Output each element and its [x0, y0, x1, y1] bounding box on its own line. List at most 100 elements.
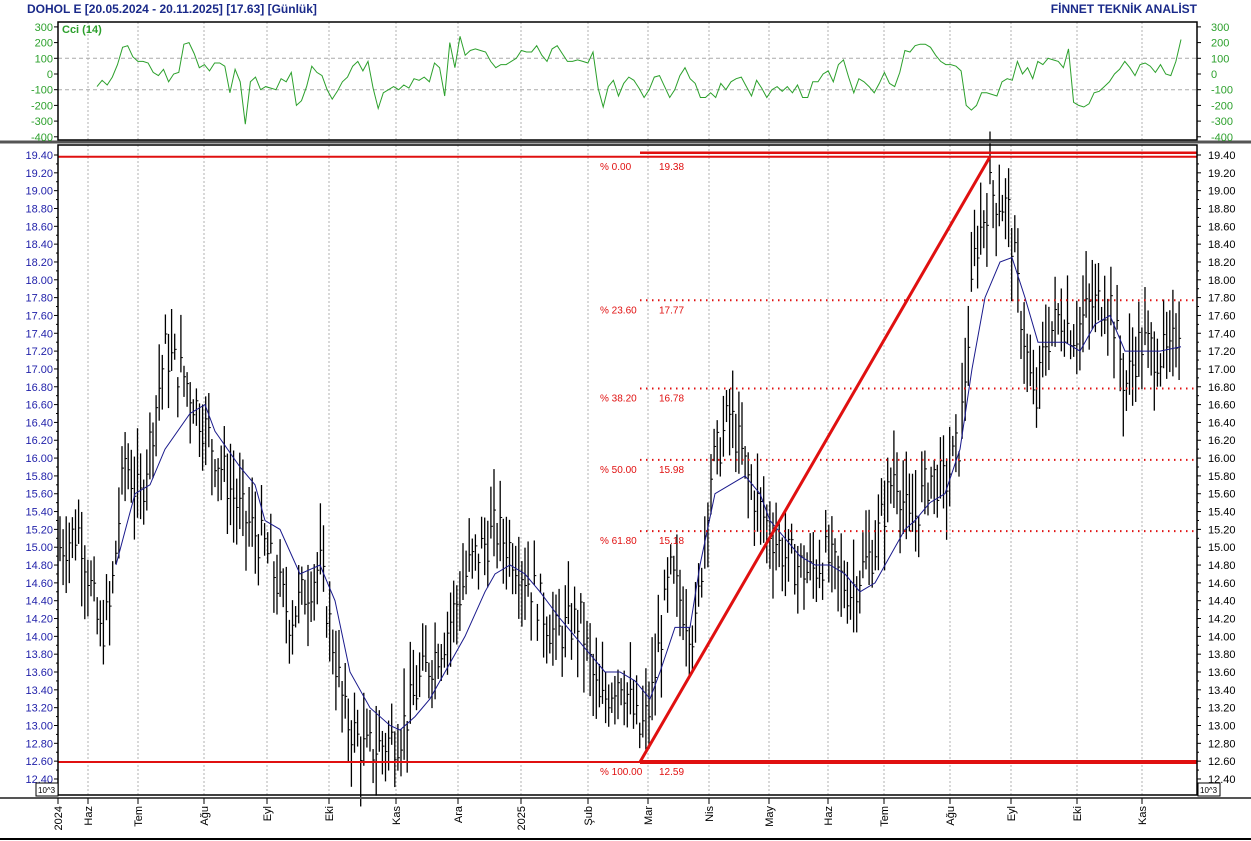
price-tick-right: 16.00 — [1208, 453, 1236, 465]
cci-tick-left: -100 — [31, 85, 53, 97]
fib-level-pct: % 0.00 — [600, 162, 632, 173]
x-axis-label: Ağu — [945, 806, 957, 826]
price-tick-left: 18.00 — [25, 275, 53, 287]
cci-tick-left: -200 — [31, 100, 53, 112]
cci-tick-right: -200 — [1211, 100, 1233, 112]
price-tick-left: 14.00 — [25, 631, 53, 643]
moving-average-line — [115, 256, 1182, 731]
x-axis-label: Ara — [453, 805, 465, 823]
price-tick-left: 15.80 — [25, 471, 53, 483]
price-tick-left: 16.00 — [25, 453, 53, 465]
price-tick-right: 14.20 — [1208, 614, 1236, 626]
price-tick-right: 15.60 — [1208, 489, 1236, 501]
cci-tick-right: -300 — [1211, 116, 1233, 128]
price-tick-right: 16.40 — [1208, 417, 1236, 429]
fibonacci-retracement: % 0.00 19.38 % 23.60 17.77 % 38.20 16.78 % 50.… — [58, 151, 1197, 778]
price-tick-left: 17.00 — [25, 364, 53, 376]
x-axis-label: Eyl — [262, 806, 274, 821]
x-axis-label: 2024 — [53, 806, 65, 830]
cci-tick-left: -300 — [31, 116, 53, 128]
price-tick-left: 14.40 — [25, 596, 53, 608]
price-tick-left: 15.00 — [25, 542, 53, 554]
price-tick-right: 19.40 — [1208, 150, 1236, 162]
price-tick-left: 13.40 — [25, 685, 53, 697]
price-tick-left: 13.80 — [25, 649, 53, 661]
grid-lines — [58, 22, 1197, 795]
axes: 2024 Haz Tem Ağu Eyl Eki Kas Ara 2025 Şub Mar Nis Ma… — [0, 21, 1251, 840]
price-tick-left: 14.80 — [25, 560, 53, 572]
x-axis-label: Eyl — [1006, 806, 1018, 821]
price-tick-left: 17.40 — [25, 328, 53, 340]
x-axis-label: Mar — [643, 806, 655, 825]
price-tick-left: 12.60 — [25, 756, 53, 768]
price-tick-right: 16.60 — [1208, 400, 1236, 412]
fib-level-pct: % 61.80 — [600, 536, 637, 547]
price-tick-right: 17.80 — [1208, 293, 1236, 305]
price-tick-right: 13.80 — [1208, 649, 1236, 661]
cci-tick-right: -100 — [1211, 85, 1233, 97]
x-axis-label: Ağu — [199, 806, 211, 826]
x-axis-label: Nis — [704, 806, 716, 822]
cci-indicator-panel: Cci (14) — [62, 24, 1182, 125]
price-tick-left: 17.20 — [25, 346, 53, 358]
price-tick-right: 14.00 — [1208, 631, 1236, 643]
brand-label: FİNNET TEKNİK ANALİST — [1050, 2, 1197, 16]
price-tick-left: 12.80 — [25, 738, 53, 750]
cci-tick-left: 100 — [35, 53, 53, 65]
price-tick-right: 13.00 — [1208, 720, 1236, 732]
cci-tick-right: 200 — [1211, 38, 1229, 50]
price-tick-left: 17.80 — [25, 293, 53, 305]
price-tick-left: 19.40 — [25, 150, 53, 162]
price-tick-left: 15.40 — [25, 507, 53, 519]
price-tick-right: 16.80 — [1208, 382, 1236, 394]
x-axis-label: Eki — [324, 806, 336, 821]
fib-trend-line — [638, 156, 992, 763]
price-tick-right: 14.80 — [1208, 560, 1236, 572]
price-tick-right: 12.80 — [1208, 738, 1236, 750]
price-tick-left: 15.20 — [25, 524, 53, 536]
x-axis-label: Haz — [823, 806, 835, 826]
price-tick-right: 15.20 — [1208, 524, 1236, 536]
price-tick-left: 19.00 — [25, 186, 53, 198]
price-tick-right: 18.60 — [1208, 221, 1236, 233]
price-tick-right: 13.20 — [1208, 703, 1236, 715]
price-tick-right: 17.60 — [1208, 310, 1236, 322]
cci-line — [96, 36, 1182, 125]
cci-tick-right: 300 — [1211, 22, 1229, 34]
fib-level-pct: % 100.00 — [600, 767, 643, 778]
price-tick-left: 16.60 — [25, 400, 53, 412]
price-tick-left: 17.60 — [25, 310, 53, 322]
x-axis-label: Tem — [879, 806, 891, 827]
cci-tick-left: 0 — [47, 69, 53, 81]
price-tick-right: 16.20 — [1208, 435, 1236, 447]
x-axis-label: Kas — [391, 806, 403, 825]
price-tick-right: 17.40 — [1208, 328, 1236, 340]
price-tick-right: 18.40 — [1208, 239, 1236, 251]
fib-level-pct: % 50.00 — [600, 465, 637, 476]
fib-level-pct: % 23.60 — [600, 305, 637, 316]
price-tick-right: 15.40 — [1208, 507, 1236, 519]
price-tick-left: 15.60 — [25, 489, 53, 501]
price-tick-right: 18.20 — [1208, 257, 1236, 269]
cci-tick-left: 200 — [35, 38, 53, 50]
price-tick-left: 14.20 — [25, 614, 53, 626]
price-tick-right: 17.20 — [1208, 346, 1236, 358]
price-tick-right: 19.00 — [1208, 186, 1236, 198]
price-tick-right: 17.00 — [1208, 364, 1236, 376]
price-tick-left: 18.80 — [25, 203, 53, 215]
fib-level-value: 19.38 — [659, 162, 684, 173]
fib-level-value: 15.98 — [659, 465, 684, 476]
price-tick-left: 18.20 — [25, 257, 53, 269]
price-tick-left: 14.60 — [25, 578, 53, 590]
price-tick-left: 18.60 — [25, 221, 53, 233]
price-tick-right: 13.60 — [1208, 667, 1236, 679]
price-tick-left: 16.80 — [25, 382, 53, 394]
scale-badge: 10^3 — [38, 786, 56, 795]
x-axis-label: Kas — [1137, 806, 1149, 825]
price-tick-left: 19.20 — [25, 168, 53, 180]
price-tick-left: 13.60 — [25, 667, 53, 679]
x-axis-label: 2025 — [516, 806, 528, 830]
price-tick-right: 15.00 — [1208, 542, 1236, 554]
price-tick-left: 13.00 — [25, 720, 53, 732]
